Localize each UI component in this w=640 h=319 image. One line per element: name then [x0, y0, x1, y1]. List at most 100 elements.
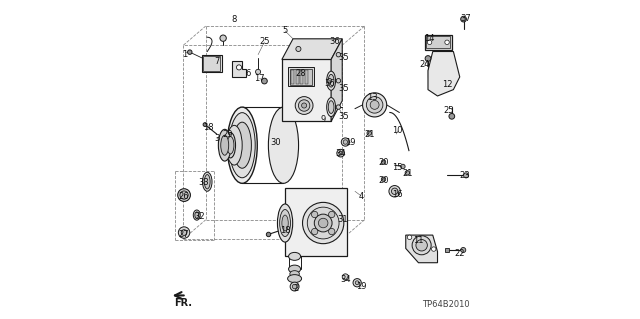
Circle shape: [416, 240, 428, 251]
Circle shape: [295, 97, 313, 115]
Ellipse shape: [221, 135, 228, 155]
Text: 6: 6: [246, 69, 252, 78]
Circle shape: [381, 177, 386, 182]
Text: 24: 24: [420, 60, 430, 69]
Circle shape: [188, 50, 192, 54]
Polygon shape: [232, 61, 246, 77]
Text: 35: 35: [338, 112, 349, 121]
Circle shape: [381, 160, 386, 164]
Text: 32: 32: [194, 211, 205, 220]
Text: 14: 14: [424, 34, 435, 43]
Bar: [426, 36, 450, 48]
Text: 34: 34: [340, 275, 351, 284]
Ellipse shape: [227, 107, 257, 183]
Circle shape: [296, 47, 301, 51]
Circle shape: [255, 69, 260, 74]
Circle shape: [355, 281, 359, 285]
Text: 35: 35: [338, 53, 349, 62]
Circle shape: [425, 56, 431, 61]
Bar: [425, 35, 452, 50]
Circle shape: [461, 248, 466, 253]
Ellipse shape: [290, 271, 300, 277]
Ellipse shape: [328, 101, 334, 114]
Text: 18: 18: [280, 226, 291, 235]
Text: 25: 25: [259, 38, 269, 47]
Ellipse shape: [225, 132, 236, 158]
Circle shape: [412, 236, 431, 255]
Circle shape: [180, 191, 188, 199]
Text: 20: 20: [378, 158, 388, 167]
Circle shape: [339, 151, 342, 155]
Circle shape: [319, 218, 328, 228]
Circle shape: [298, 100, 310, 111]
Text: 19: 19: [345, 137, 355, 146]
Text: 33: 33: [198, 178, 209, 187]
Circle shape: [367, 131, 371, 135]
Circle shape: [428, 40, 432, 45]
Circle shape: [220, 35, 227, 41]
Text: 11: 11: [413, 236, 424, 245]
Circle shape: [353, 278, 362, 287]
Text: 16: 16: [392, 190, 403, 199]
Circle shape: [178, 189, 191, 201]
Bar: [282, 59, 331, 122]
Circle shape: [181, 230, 187, 235]
Ellipse shape: [218, 129, 231, 161]
Bar: [204, 56, 220, 70]
Ellipse shape: [195, 212, 198, 218]
Text: 36: 36: [329, 38, 340, 47]
Circle shape: [389, 186, 401, 197]
Text: 36: 36: [324, 79, 335, 88]
Circle shape: [336, 78, 340, 83]
Bar: [202, 55, 221, 72]
Circle shape: [407, 235, 412, 240]
Text: 9: 9: [321, 115, 326, 124]
Ellipse shape: [204, 174, 210, 189]
Circle shape: [236, 65, 241, 70]
Text: 19: 19: [356, 282, 367, 291]
Ellipse shape: [289, 265, 301, 273]
Text: 1: 1: [182, 50, 188, 59]
Ellipse shape: [233, 122, 252, 168]
Text: 25: 25: [444, 106, 454, 115]
Ellipse shape: [326, 71, 335, 90]
Ellipse shape: [193, 210, 200, 220]
Ellipse shape: [278, 204, 292, 242]
Polygon shape: [282, 39, 342, 59]
Circle shape: [327, 78, 332, 83]
Text: 22: 22: [454, 249, 465, 258]
Circle shape: [312, 228, 318, 235]
Circle shape: [366, 97, 383, 113]
Text: 27: 27: [178, 230, 189, 239]
Text: 12: 12: [442, 80, 452, 89]
Polygon shape: [406, 235, 438, 263]
Ellipse shape: [328, 74, 334, 87]
Bar: [300, 70, 303, 84]
Ellipse shape: [280, 210, 291, 236]
Polygon shape: [331, 39, 342, 122]
Bar: [291, 70, 294, 84]
Text: TP64B2010: TP64B2010: [422, 300, 469, 308]
Circle shape: [370, 100, 379, 109]
Ellipse shape: [287, 275, 301, 283]
Circle shape: [463, 173, 468, 178]
Circle shape: [341, 138, 349, 146]
Ellipse shape: [289, 252, 301, 260]
Text: 10: 10: [392, 126, 403, 135]
Text: 8: 8: [232, 15, 237, 24]
Circle shape: [445, 40, 449, 45]
Text: 34: 34: [335, 149, 346, 158]
Circle shape: [290, 282, 299, 291]
Bar: [445, 249, 449, 252]
Circle shape: [336, 105, 340, 109]
Bar: [296, 70, 299, 84]
Text: 7: 7: [214, 56, 220, 65]
Circle shape: [405, 171, 410, 175]
Circle shape: [461, 16, 467, 22]
Circle shape: [312, 211, 318, 218]
Text: 21: 21: [402, 169, 413, 178]
Text: FR.: FR.: [174, 298, 192, 308]
Bar: [288, 67, 314, 86]
Text: 21: 21: [364, 130, 374, 138]
Ellipse shape: [229, 113, 255, 178]
